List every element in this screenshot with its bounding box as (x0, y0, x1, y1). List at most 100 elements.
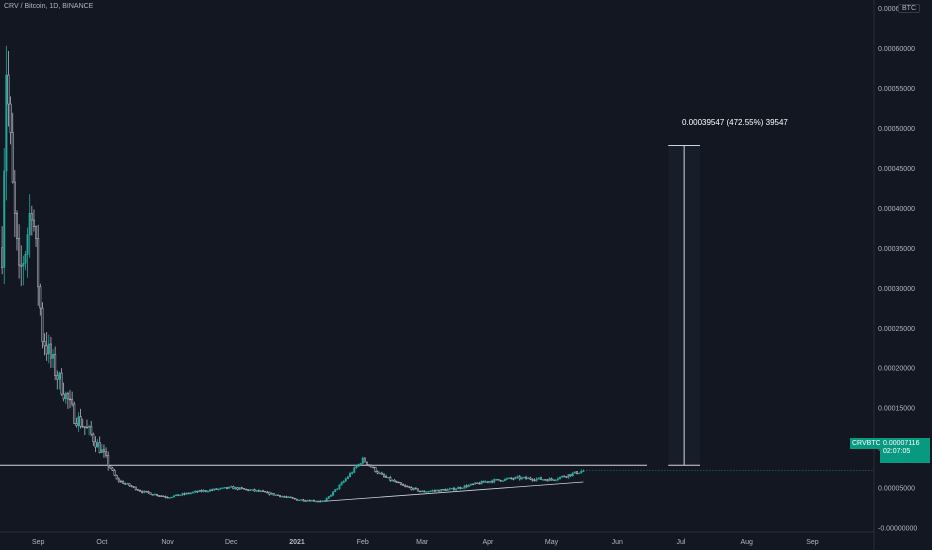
candle-body (43, 341, 46, 347)
candle-body (315, 500, 318, 503)
candle-body (119, 480, 122, 483)
candle-body (289, 496, 292, 499)
candle-body (54, 353, 57, 376)
candle-body (317, 500, 320, 503)
candle-body (62, 393, 65, 400)
candle-body (217, 488, 220, 491)
candle-body (66, 392, 69, 400)
candle-body (472, 483, 475, 486)
candle-body (539, 477, 542, 480)
candle-body (497, 479, 500, 481)
candle-body (268, 491, 271, 495)
candle-body (480, 481, 483, 485)
candle-body (421, 490, 424, 493)
candle-body (463, 485, 466, 489)
candle-body (552, 479, 555, 481)
candle-body (525, 476, 528, 479)
candle-body (5, 74, 8, 172)
candle-body (96, 442, 99, 448)
candle-body (327, 496, 330, 499)
candle-body (7, 74, 10, 105)
candle-body (192, 491, 195, 494)
candle-body (321, 500, 324, 502)
candle-body (361, 457, 364, 464)
candle-body (221, 487, 224, 489)
candle-body (211, 489, 214, 491)
candle-body (285, 496, 288, 498)
candle-body (522, 476, 525, 479)
candle-body (24, 254, 27, 264)
candle-body (461, 487, 464, 489)
y-tick-label: 0.00035000 (878, 246, 915, 253)
candle-body (389, 477, 392, 481)
candle-body (149, 492, 152, 495)
y-tick-label: 0.00055000 (878, 86, 915, 93)
candle-body (302, 499, 305, 502)
candle-body (134, 486, 137, 491)
candle-body (325, 497, 328, 502)
candle-body (209, 489, 212, 492)
candle-body (3, 170, 6, 268)
candle-body (202, 490, 205, 492)
candle-body (274, 494, 277, 496)
candle-body (550, 478, 553, 481)
candle-body (518, 476, 521, 480)
candle-body (32, 219, 35, 227)
candle-body (270, 492, 273, 495)
candle-body (393, 479, 396, 483)
candle-body (240, 487, 243, 489)
y-tick-label: -0.00000000 (878, 526, 917, 533)
candle-body (410, 487, 413, 490)
candle-body (406, 485, 409, 488)
candle-body (559, 476, 562, 480)
candle-body (102, 449, 105, 453)
candle-body (187, 492, 190, 495)
candle-body (136, 489, 139, 491)
candle-body (253, 489, 256, 492)
candle-body (200, 490, 203, 492)
y-tick-label: 0.00020000 (878, 366, 915, 373)
candle-body (79, 416, 82, 427)
candle-body (565, 476, 568, 478)
candle-body (571, 472, 574, 476)
candle-body (155, 493, 158, 496)
candle-body (349, 473, 352, 478)
candle-body (28, 213, 31, 236)
candle-body (427, 491, 430, 493)
candle-body (308, 500, 311, 502)
candle-body (85, 426, 88, 429)
x-tick-label: Jun (612, 539, 623, 546)
candle-body (374, 467, 377, 472)
candle-body (491, 480, 494, 483)
candle-body (295, 498, 298, 501)
candle-body (18, 238, 21, 266)
candle-body (376, 471, 379, 474)
candle-body (300, 499, 303, 501)
candle-body (228, 486, 231, 489)
candle-body (342, 480, 345, 483)
candle-body (397, 481, 400, 484)
candle-body (578, 472, 581, 475)
candle-body (370, 465, 373, 468)
candle-body (88, 426, 91, 428)
candle-body (49, 343, 52, 359)
candle-body (189, 492, 192, 494)
candle-body (183, 493, 186, 495)
candle-body (563, 475, 566, 478)
candle-body (298, 499, 301, 502)
candle-body (368, 464, 371, 466)
candle-body (60, 372, 63, 395)
candle-body (266, 491, 269, 494)
candle-body (264, 490, 267, 493)
candle-body (291, 497, 294, 499)
candle-body (493, 479, 496, 483)
candle-body (467, 484, 470, 488)
currency-badge[interactable]: BTC (898, 4, 920, 13)
candle-body (179, 494, 182, 497)
candle-body (247, 489, 250, 491)
candle-body (166, 496, 169, 499)
candle-body (425, 491, 428, 493)
candle-body (100, 449, 103, 453)
candle-body (340, 482, 343, 486)
